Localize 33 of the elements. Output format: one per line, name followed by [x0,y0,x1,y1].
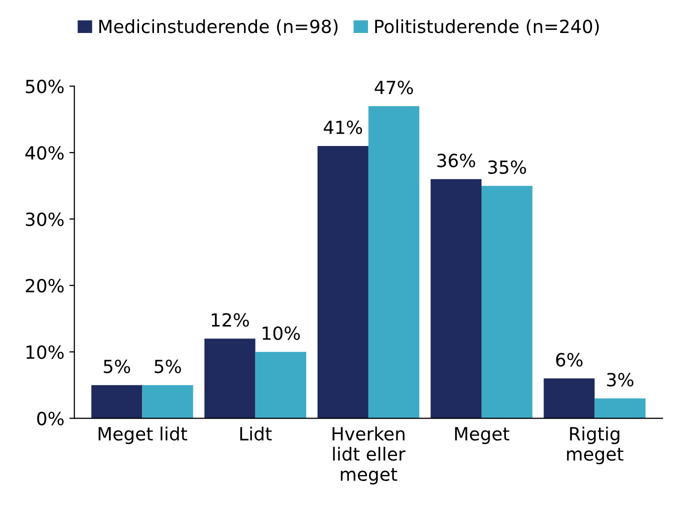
bar [594,398,646,418]
x-tick-label: Lidt [240,426,272,441]
data-label: 36% [437,154,476,168]
data-label: 12% [212,313,249,327]
data-label: 3% [607,372,634,387]
bar [318,146,368,418]
bar [142,385,194,418]
bar [368,106,420,418]
data-label: 5% [154,360,181,374]
x-tick-label: Rigtig meget [567,426,624,464]
data-label: 41% [324,120,362,134]
y-tick-label: 40% [25,146,64,160]
data-label: 10% [262,326,300,340]
bar [91,385,142,418]
data-label: 5% [104,360,130,374]
bar [482,186,532,418]
y-tick-label: 30% [26,212,64,226]
y-tick-label: 20% [26,278,64,293]
data-label: 47% [374,80,413,94]
x-tick-label: Hverken lidt eller meget [332,426,406,485]
y-tick-label: 0% [37,412,64,426]
y-tick-label: 50% [26,80,64,94]
bar [544,378,595,418]
x-tick-label: Meget lidt [98,426,188,444]
bar [255,352,306,418]
y-tick-label: 10% [26,345,64,359]
legend-label: Politistuderende (n=240) [375,19,599,36]
bar [430,179,482,418]
data-label: 35% [488,160,526,174]
legend-label: Medicinstuderende (n=98) [99,19,338,36]
data-label: 6% [556,352,582,367]
bar [204,338,256,418]
x-tick-label: Meget [455,427,510,444]
